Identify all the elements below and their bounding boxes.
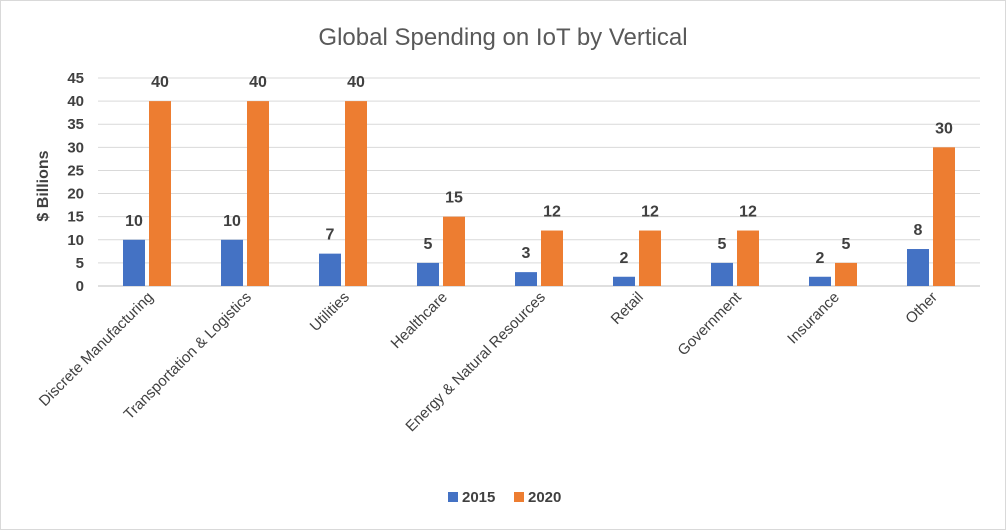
bar-2020 (149, 101, 171, 286)
bar-2020 (639, 230, 661, 286)
y-tick-label: 40 (67, 93, 84, 110)
data-label: 12 (641, 204, 659, 221)
y-tick-label: 15 (67, 209, 84, 226)
y-axis-ticks: 0 5 10 15 20 25 30 35 40 45 (67, 70, 84, 295)
bar-2015 (221, 239, 243, 286)
data-label: 5 (424, 236, 433, 253)
x-category-label: Other (902, 289, 941, 328)
y-tick-label: 45 (67, 70, 84, 87)
legend: 2015 2020 (448, 489, 561, 506)
y-tick-label: 0 (76, 278, 84, 295)
y-tick-label: 10 (67, 232, 84, 249)
x-category-label: Insurance (784, 289, 843, 348)
data-label: 10 (223, 213, 241, 230)
bar-2015 (417, 262, 439, 286)
x-category-label: Utilities (307, 289, 353, 335)
data-label: 40 (347, 74, 365, 91)
bar-2020 (443, 216, 465, 286)
y-tick-label: 35 (67, 116, 84, 133)
data-label: 8 (914, 222, 923, 239)
y-tick-label: 5 (76, 255, 84, 272)
legend-label: 2020 (528, 489, 561, 506)
y-axis-label: $ Billions (35, 150, 52, 221)
data-label: 40 (151, 74, 169, 91)
bars (123, 101, 955, 286)
legend-swatch-2015 (448, 492, 458, 502)
data-label: 12 (543, 204, 561, 221)
data-label: 2 (816, 250, 825, 267)
legend-label: 2015 (462, 489, 495, 506)
data-label: 2 (620, 250, 629, 267)
legend-swatch-2020 (514, 492, 524, 502)
x-category-label: Government (674, 288, 745, 359)
chart-title: Global Spending on IoT by Vertical (318, 24, 687, 51)
data-label: 10 (125, 213, 143, 230)
bar-2020 (247, 101, 269, 286)
bar-2015 (907, 249, 929, 286)
data-label: 12 (739, 204, 757, 221)
bar-2015 (515, 272, 537, 286)
bar-2015 (319, 253, 341, 286)
bar-2020 (345, 101, 367, 286)
y-tick-label: 25 (67, 162, 84, 179)
x-category-label: Retail (608, 289, 647, 328)
bar-2015 (613, 276, 635, 286)
data-label: 3 (522, 245, 531, 262)
bar-2020 (737, 230, 759, 286)
data-label: 40 (249, 74, 267, 91)
data-label: 5 (718, 236, 727, 253)
bar-2020 (933, 147, 955, 286)
data-label: 5 (842, 236, 851, 253)
gridlines (98, 77, 980, 287)
bar-2015 (809, 276, 831, 286)
x-category-label: Healthcare (388, 289, 451, 352)
data-label: 30 (935, 120, 953, 137)
y-tick-label: 20 (67, 186, 84, 203)
bar-2015 (123, 239, 145, 286)
bar-2015 (711, 262, 733, 286)
y-tick-label: 30 (67, 139, 84, 156)
bar-2020 (835, 262, 857, 286)
data-label: 7 (326, 227, 335, 244)
data-label: 15 (445, 190, 463, 207)
bar-2020 (541, 230, 563, 286)
